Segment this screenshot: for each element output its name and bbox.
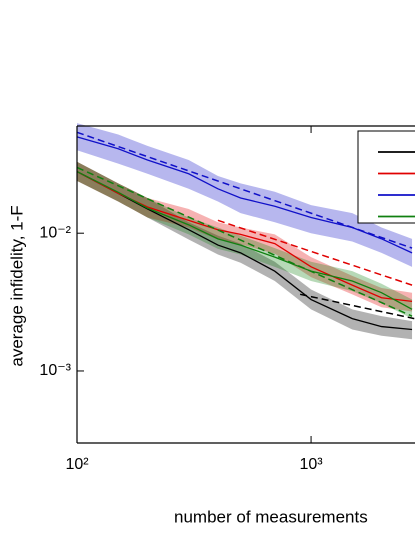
y-axis-label: average infidelity, 1-F — [7, 205, 26, 366]
x-tick-label: 10² — [65, 456, 89, 473]
y-tick-label: 10⁻² — [39, 224, 71, 241]
error-band — [77, 161, 413, 340]
data-line — [76, 171, 413, 331]
fit-line — [76, 131, 413, 249]
error-band — [77, 123, 413, 267]
fit-line — [217, 219, 413, 286]
fit-line — [76, 166, 413, 317]
y-tick-label: 10⁻³ — [39, 362, 71, 379]
data-line — [76, 171, 413, 310]
x-tick-label: 10³ — [300, 456, 324, 473]
legend-box — [357, 130, 415, 224]
fit-line — [299, 293, 415, 320]
x-axis-label: number of measurements — [174, 507, 368, 526]
